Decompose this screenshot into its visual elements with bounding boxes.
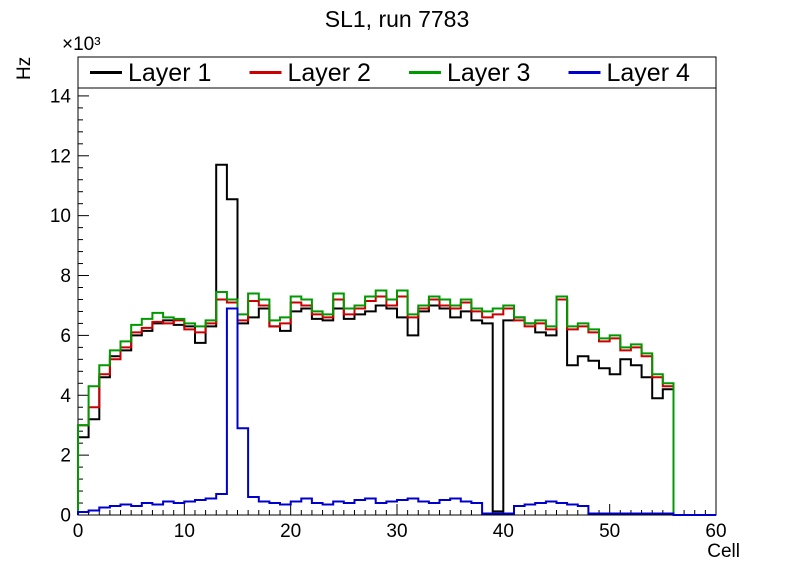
- y-axis-title: Hz: [14, 57, 35, 80]
- y-tick-label: 2: [60, 446, 71, 467]
- legend-entry-layer-1: Layer 1: [90, 59, 211, 87]
- legend: Layer 1 Layer 2 Layer 3 Layer 4: [77, 56, 717, 89]
- legend-label: Layer 3: [447, 59, 530, 87]
- x-tick-label: 60: [705, 521, 726, 542]
- y-tick-label: 12: [50, 146, 71, 167]
- y-tick-label: 14: [50, 86, 72, 107]
- y-axis-ticks: [78, 59, 89, 516]
- y-tick-label: 0: [60, 506, 71, 527]
- x-tick-label: 10: [174, 521, 195, 542]
- x-tick-label: 0: [73, 521, 84, 542]
- x-tick-label: 50: [599, 521, 620, 542]
- chart-title: SL1, run 7783: [325, 6, 470, 32]
- legend-label: Layer 2: [288, 59, 371, 87]
- x-axis-title: Cell: [707, 541, 740, 562]
- series-layer-3: [77, 289, 716, 516]
- legend-entry-layer-2: Layer 2: [249, 59, 371, 87]
- series-layer-2: [77, 295, 716, 516]
- legend-box: [77, 56, 717, 89]
- series-layer-4: [77, 307, 716, 516]
- legend-entry-layer-3: Layer 3: [409, 59, 530, 87]
- y-axis-exponent: ×10³: [62, 34, 101, 55]
- x-tick-label: 20: [280, 521, 301, 542]
- legend-label: Layer 4: [607, 59, 690, 87]
- series-layer-1: [77, 163, 716, 516]
- y-tick-label: 6: [60, 326, 71, 347]
- y-tick-label: 10: [50, 206, 71, 227]
- x-tick-label: 40: [493, 521, 514, 542]
- x-axis-labels: 0 10 20 30 40 50 60: [73, 521, 727, 542]
- legend-label: Layer 1: [128, 59, 211, 87]
- y-tick-label: 4: [60, 386, 71, 407]
- y-axis-labels: 0 2 4 6 8 10 12 14: [50, 86, 72, 526]
- legend-entry-layer-4: Layer 4: [568, 59, 690, 87]
- plot-frame: [77, 56, 717, 516]
- y-tick-label: 8: [60, 266, 71, 287]
- x-tick-label: 30: [386, 521, 407, 542]
